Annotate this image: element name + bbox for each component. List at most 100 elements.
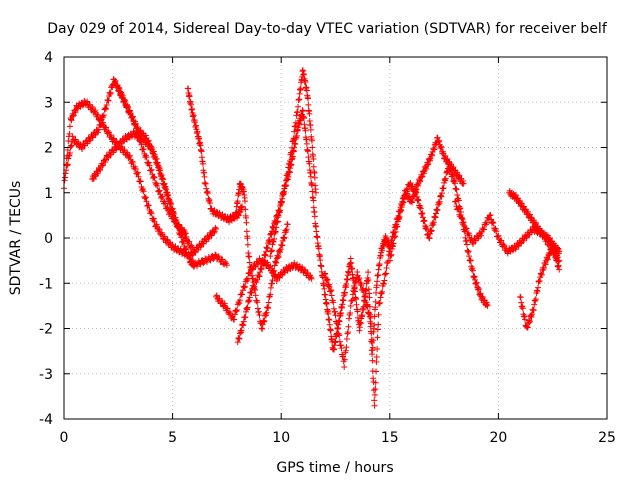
data-marker <box>137 177 144 184</box>
data-marker <box>115 84 122 91</box>
data-marker <box>140 188 147 195</box>
data-marker <box>242 314 249 321</box>
data-marker <box>233 209 240 216</box>
data-marker <box>228 216 235 223</box>
data-marker <box>326 283 333 290</box>
data-marker <box>344 330 351 337</box>
data-marker <box>445 160 452 167</box>
data-marker <box>304 148 311 155</box>
data-marker <box>277 207 284 214</box>
data-marker <box>256 312 263 319</box>
data-marker <box>546 252 553 259</box>
data-marker <box>479 293 486 300</box>
data-marker <box>550 250 557 257</box>
data-marker <box>435 201 442 208</box>
data-marker <box>189 243 196 250</box>
data-marker <box>309 188 316 195</box>
data-marker <box>376 261 383 268</box>
data-marker <box>239 287 246 294</box>
data-marker <box>369 357 376 364</box>
data-marker <box>145 159 152 166</box>
data-marker <box>350 288 357 295</box>
data-marker <box>272 258 279 265</box>
x-tick-label: 5 <box>168 430 177 446</box>
data-marker <box>343 335 350 342</box>
data-marker <box>332 312 339 319</box>
data-marker <box>240 322 247 329</box>
data-marker <box>153 161 160 168</box>
data-marker <box>428 151 435 158</box>
data-marker <box>550 245 557 252</box>
data-marker <box>509 247 516 254</box>
data-marker <box>428 228 435 235</box>
data-marker <box>311 174 318 181</box>
data-marker <box>270 225 277 232</box>
data-marker <box>470 274 477 281</box>
data-marker <box>265 240 272 247</box>
data-marker <box>147 167 154 174</box>
data-marker <box>365 276 372 283</box>
data-marker <box>200 260 207 267</box>
data-marker <box>432 214 439 221</box>
data-marker <box>372 304 379 311</box>
data-marker <box>160 182 167 189</box>
data-marker <box>426 235 433 242</box>
data-marker <box>555 262 562 269</box>
data-marker <box>345 323 352 330</box>
data-marker <box>435 138 442 145</box>
data-marker <box>366 313 373 320</box>
data-marker <box>341 363 348 370</box>
data-marker <box>423 226 430 233</box>
data-marker <box>221 300 228 307</box>
data-marker <box>309 144 316 151</box>
data-marker <box>147 208 154 215</box>
data-marker <box>486 212 493 219</box>
data-marker <box>124 103 131 110</box>
data-marker <box>213 208 220 215</box>
data-marker <box>371 397 378 404</box>
data-marker <box>551 249 558 256</box>
data-marker <box>154 183 161 190</box>
data-marker <box>463 237 470 244</box>
data-marker <box>453 186 460 193</box>
data-marker <box>105 97 112 104</box>
data-marker <box>239 203 246 210</box>
data-marker <box>475 284 482 291</box>
data-marker <box>223 262 230 269</box>
data-marker <box>423 165 430 172</box>
data-marker <box>494 233 501 240</box>
data-marker <box>371 391 378 398</box>
data-marker <box>380 280 387 287</box>
data-marker <box>68 116 75 123</box>
data-marker <box>197 244 204 251</box>
data-marker <box>420 218 427 225</box>
data-marker <box>163 186 170 193</box>
data-marker <box>259 325 266 332</box>
data-marker <box>354 268 361 275</box>
data-marker <box>262 248 269 255</box>
data-marker <box>358 281 365 288</box>
data-marker <box>542 261 549 268</box>
data-marker <box>268 231 275 238</box>
data-marker <box>371 322 378 329</box>
data-marker <box>141 135 148 142</box>
data-marker <box>457 211 464 218</box>
data-marker <box>139 187 146 194</box>
data-marker <box>84 98 91 105</box>
data-marker <box>231 316 238 323</box>
series-track-4 <box>115 84 198 255</box>
data-marker <box>372 386 379 393</box>
data-marker <box>438 144 445 151</box>
data-marker <box>311 213 318 220</box>
data-marker <box>536 277 543 284</box>
data-marker <box>435 199 442 206</box>
data-marker <box>246 269 253 276</box>
data-marker <box>392 228 399 235</box>
data-marker <box>293 109 300 116</box>
data-marker <box>165 192 172 199</box>
data-marker <box>524 324 531 331</box>
data-marker <box>431 213 438 220</box>
data-marker <box>256 273 263 280</box>
data-marker <box>336 338 343 345</box>
data-marker <box>277 249 284 256</box>
